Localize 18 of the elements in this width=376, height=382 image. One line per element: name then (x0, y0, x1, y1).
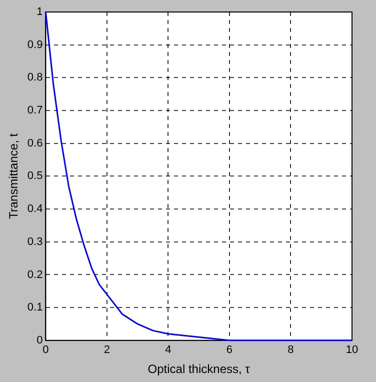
x-tick-label: 6 (226, 344, 233, 356)
y-tick-label: 0 (36, 334, 43, 346)
y-tick-label: 0.5 (27, 170, 43, 182)
y-tick-label: 0.4 (27, 203, 43, 216)
x-tick-label: 10 (346, 344, 358, 356)
y-tick-label: 0.9 (27, 38, 43, 51)
y-tick-label: 0.8 (27, 72, 43, 84)
y-tick-label: 1 (36, 6, 43, 18)
x-tick-label: 8 (288, 344, 294, 356)
y-tick-label: 0.2 (27, 268, 43, 281)
x-tick-label: 4 (165, 344, 172, 356)
x-axis-title: Optical thickness, τ (148, 362, 250, 376)
y-axis-title: Transmittance, t (6, 132, 21, 219)
y-tick-label: 0.3 (27, 236, 43, 248)
y-tick-label: 0.7 (27, 104, 43, 117)
y-tick-label: 0.1 (27, 302, 43, 314)
x-tick-label: 2 (104, 344, 110, 356)
y-tick-label: 0.6 (27, 137, 43, 150)
